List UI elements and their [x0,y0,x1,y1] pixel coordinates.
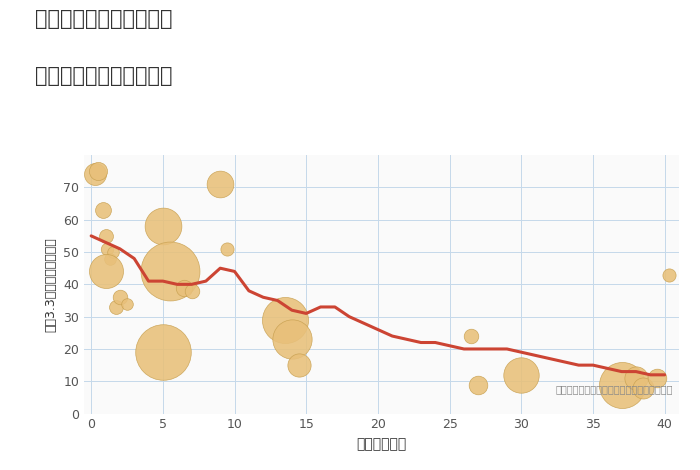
Point [215,180,226,188]
Point [158,348,169,356]
Y-axis label: 坪（3.3㎡）単価（万円）: 坪（3.3㎡）単価（万円） [45,237,57,332]
Point [92,167,104,175]
Point [293,361,304,369]
Point [158,222,169,230]
Point [107,248,118,256]
Point [279,316,290,324]
Text: 三重県津市芸濃町椋本の: 三重県津市芸濃町椋本の [35,9,172,30]
Point [631,374,642,382]
Point [100,267,111,275]
X-axis label: 築年数（年）: 築年数（年） [356,437,407,451]
Point [664,271,675,278]
Point [222,245,233,252]
Point [638,384,649,392]
Point [100,232,111,240]
Point [473,381,484,388]
Point [114,293,125,301]
Point [186,287,197,295]
Text: 円の大きさは、取引のあった物件面積を示す: 円の大きさは、取引のあった物件面積を示す [556,384,673,394]
Point [516,371,527,379]
Point [121,300,132,307]
Point [286,336,297,343]
Point [104,255,116,262]
Point [102,245,113,252]
Point [110,303,121,311]
Point [178,284,190,291]
Point [97,206,108,214]
Point [466,332,477,340]
Point [652,374,663,382]
Text: 築年数別中古戸建て価格: 築年数別中古戸建て価格 [35,66,172,86]
Point [164,267,176,275]
Point [616,381,627,388]
Point [90,171,101,178]
